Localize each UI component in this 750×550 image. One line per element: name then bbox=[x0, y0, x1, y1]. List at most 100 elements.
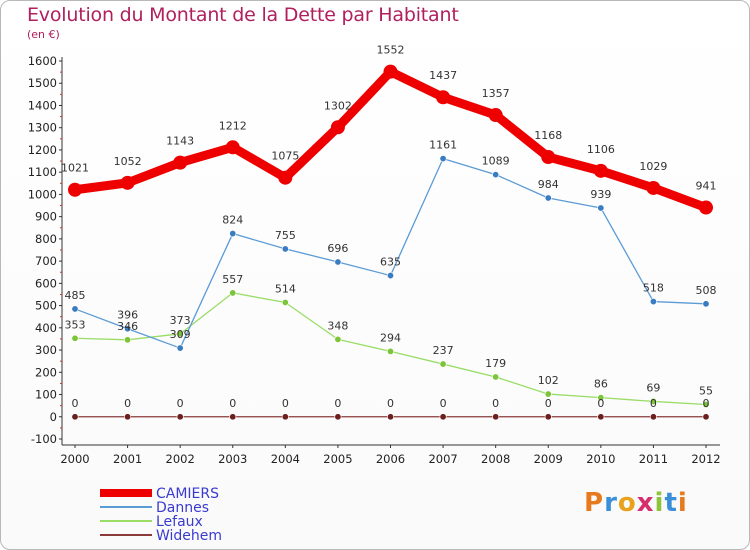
data-point-lefaux bbox=[229, 289, 237, 297]
data-label-camiers: 1168 bbox=[534, 129, 562, 142]
data-label-camiers: 1029 bbox=[639, 160, 667, 173]
data-label-dannes: 939 bbox=[590, 188, 611, 201]
data-label-camiers: 1052 bbox=[114, 155, 142, 168]
data-point-widehem bbox=[176, 413, 184, 421]
data-point-widehem bbox=[544, 413, 552, 421]
data-label-dannes: 696 bbox=[327, 242, 348, 255]
data-label-widehem: 0 bbox=[334, 397, 341, 410]
data-label-lefaux: 348 bbox=[327, 319, 348, 332]
data-label-camiers: 1143 bbox=[166, 135, 194, 148]
data-label-lefaux: 353 bbox=[65, 318, 86, 331]
chart-title: Evolution du Montant de la Dette par Hab… bbox=[27, 4, 459, 26]
data-label-camiers: 1075 bbox=[271, 150, 299, 163]
data-point-camiers bbox=[225, 140, 240, 155]
data-label-widehem: 0 bbox=[650, 397, 657, 410]
data-label-dannes: 508 bbox=[696, 284, 717, 297]
data-point-camiers bbox=[488, 108, 503, 123]
data-label-lefaux: 69 bbox=[646, 381, 660, 394]
y-tick-label: 400 bbox=[35, 321, 57, 335]
data-point-camiers bbox=[68, 182, 82, 197]
data-point-dannes bbox=[649, 298, 657, 306]
data-label-widehem: 0 bbox=[387, 397, 394, 410]
data-point-widehem bbox=[124, 413, 132, 421]
data-label-lefaux: 294 bbox=[380, 331, 401, 344]
data-label-dannes: 1089 bbox=[482, 155, 510, 168]
x-tick-label: 2011 bbox=[639, 452, 668, 466]
data-point-lefaux bbox=[544, 390, 552, 398]
data-point-lefaux bbox=[71, 334, 79, 342]
data-point-widehem bbox=[334, 413, 342, 421]
data-point-widehem bbox=[386, 413, 394, 421]
data-label-widehem: 0 bbox=[703, 397, 710, 410]
y-tick-label: 800 bbox=[35, 232, 57, 246]
x-tick-label: 2009 bbox=[534, 452, 563, 466]
data-label-widehem: 0 bbox=[440, 397, 447, 410]
data-point-dannes bbox=[386, 272, 394, 280]
data-point-lefaux bbox=[492, 373, 500, 381]
data-label-lefaux: 102 bbox=[538, 374, 559, 387]
data-label-widehem: 0 bbox=[492, 397, 499, 410]
x-tick-label: 2001 bbox=[113, 452, 142, 466]
data-point-camiers bbox=[173, 155, 188, 170]
data-point-lefaux bbox=[281, 298, 289, 306]
data-point-dannes bbox=[492, 171, 500, 179]
y-tick-label: 1200 bbox=[28, 143, 57, 157]
data-point-dannes bbox=[176, 344, 184, 352]
data-point-dannes bbox=[439, 155, 447, 163]
legend-label-lefaux: Lefaux bbox=[156, 514, 203, 530]
data-point-lefaux bbox=[702, 401, 710, 409]
data-point-camiers bbox=[278, 170, 293, 185]
y-tick-label: 1400 bbox=[28, 98, 57, 112]
data-label-camiers: 1302 bbox=[324, 99, 352, 112]
data-point-lefaux bbox=[176, 330, 184, 338]
data-point-widehem bbox=[702, 413, 710, 421]
data-point-widehem bbox=[229, 413, 237, 421]
data-label-widehem: 0 bbox=[229, 397, 236, 410]
data-label-dannes: 755 bbox=[275, 229, 296, 242]
data-point-widehem bbox=[71, 413, 79, 421]
data-label-camiers: 1021 bbox=[61, 162, 89, 175]
y-tick-label: 100 bbox=[35, 388, 57, 402]
data-label-camiers: 1212 bbox=[219, 119, 247, 132]
data-label-lefaux: 179 bbox=[485, 357, 506, 370]
data-point-lefaux bbox=[124, 336, 132, 344]
data-label-dannes: 984 bbox=[538, 178, 559, 191]
data-point-camiers bbox=[330, 120, 345, 135]
x-tick-label: 2010 bbox=[586, 452, 615, 466]
data-label-lefaux: 557 bbox=[222, 273, 243, 286]
data-point-dannes bbox=[544, 194, 552, 202]
data-point-camiers bbox=[593, 163, 608, 178]
y-tick-label: 1000 bbox=[28, 187, 57, 201]
data-label-camiers: 1437 bbox=[429, 69, 457, 82]
y-tick-label: 1100 bbox=[28, 165, 57, 179]
x-tick-label: 2012 bbox=[691, 452, 720, 466]
y-tick-label: 600 bbox=[35, 276, 57, 290]
data-label-lefaux: 373 bbox=[170, 314, 191, 327]
x-tick-label: 2002 bbox=[166, 452, 195, 466]
y-tick-label: -100 bbox=[31, 432, 57, 446]
data-point-lefaux bbox=[439, 360, 447, 368]
data-label-lefaux: 86 bbox=[594, 378, 608, 391]
data-label-lefaux: 237 bbox=[433, 344, 454, 357]
data-label-camiers: 941 bbox=[696, 180, 717, 193]
data-point-dannes bbox=[702, 300, 710, 308]
data-point-camiers bbox=[383, 64, 398, 79]
data-point-camiers bbox=[120, 175, 135, 190]
x-tick-label: 2000 bbox=[60, 452, 89, 466]
data-label-lefaux: 346 bbox=[117, 320, 138, 333]
x-tick-label: 2003 bbox=[218, 452, 247, 466]
proxiti-logo: Proxiti bbox=[584, 488, 688, 518]
y-tick-label: 0 bbox=[50, 410, 57, 424]
x-tick-label: 2005 bbox=[323, 452, 352, 466]
y-tick-label: 700 bbox=[35, 254, 57, 268]
data-label-camiers: 1357 bbox=[482, 87, 510, 100]
data-point-camiers bbox=[646, 180, 661, 195]
data-point-widehem bbox=[439, 413, 447, 421]
x-tick-label: 2008 bbox=[481, 452, 510, 466]
data-point-dannes bbox=[334, 258, 342, 266]
x-tick-label: 2007 bbox=[428, 452, 457, 466]
legend-label-camiers: CAMIERS bbox=[156, 486, 219, 502]
data-label-lefaux: 514 bbox=[275, 282, 296, 295]
data-point-lefaux bbox=[649, 397, 657, 405]
data-label-dannes: 1161 bbox=[429, 139, 457, 152]
